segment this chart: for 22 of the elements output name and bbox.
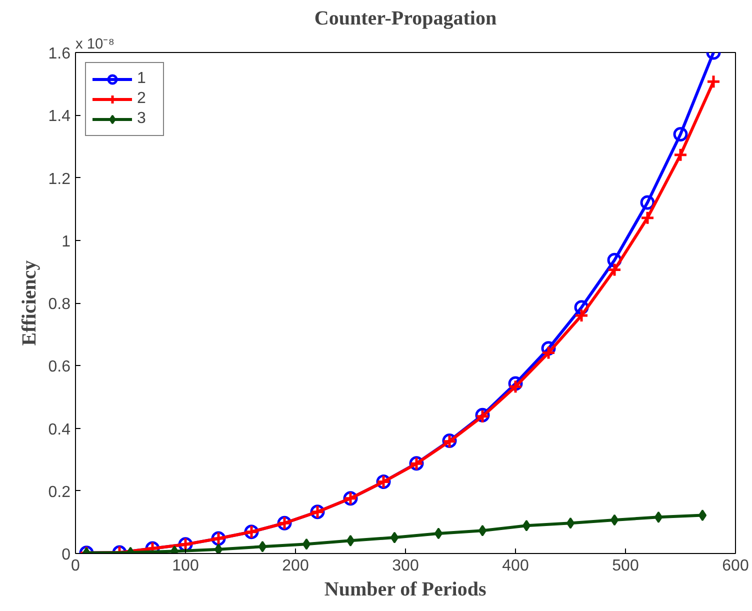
x-tick-label: 200 [282, 558, 309, 574]
y-tick-label: 0.6 [48, 358, 71, 376]
y-tick-label: 1 [62, 233, 71, 250]
y-tick-label: 1.2 [48, 170, 71, 188]
x-tick-label: 400 [502, 558, 529, 574]
legend-label: 3 [137, 110, 147, 128]
y-tick-label: 1.6 [48, 46, 71, 62]
x-axis-title: Number of Periods [324, 578, 486, 600]
x-tick-label: 300 [392, 558, 419, 574]
y-tick-label: 1.4 [48, 108, 71, 126]
x-tick-label: 100 [172, 558, 199, 574]
text: x 10⁻⁸ [76, 36, 114, 52]
legend-label: 1 [137, 70, 147, 88]
y-tick-label: 0 [62, 546, 71, 564]
y-tick-label: 0.2 [48, 484, 71, 501]
x-tick-label: 500 [612, 558, 639, 574]
x-tick-label: 600 [722, 558, 749, 574]
y-axis-title: Efficiency [18, 260, 40, 346]
y-tick-label: 0.4 [48, 421, 71, 438]
chart-title: Counter-Propagation [314, 8, 497, 30]
y-tick-label: 0.8 [48, 296, 71, 313]
legend-label: 2 [137, 90, 147, 108]
